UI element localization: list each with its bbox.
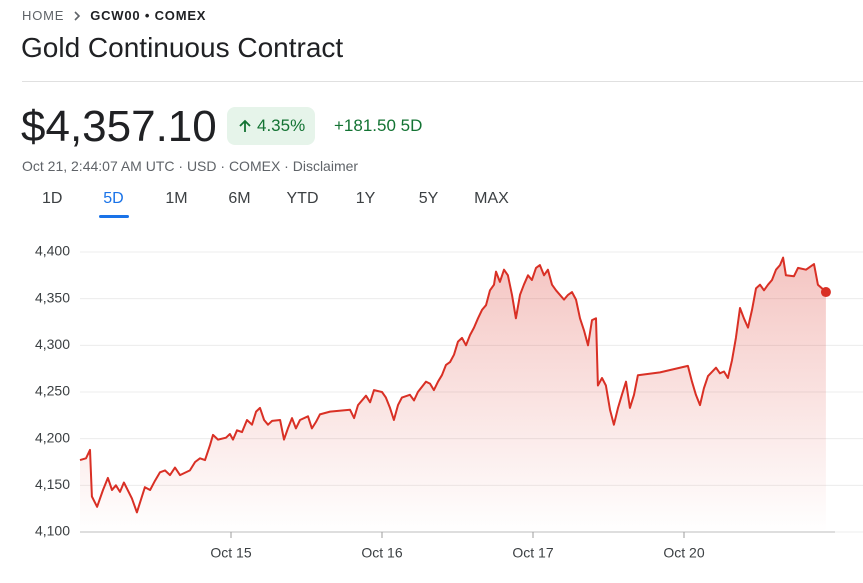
range-tabs: 1D 5D 1M 6M YTD 1Y 5Y MAX: [22, 190, 523, 216]
y-tick-label: 4,100: [35, 523, 70, 539]
y-tick-label: 4,250: [35, 383, 70, 399]
x-tick-label: Oct 20: [663, 545, 704, 561]
range-tab[interactable]: 5D: [82, 190, 145, 216]
change-amount: +181.50 5D: [334, 116, 423, 135]
range-tab[interactable]: 1M: [165, 190, 188, 207]
divider: [22, 81, 863, 82]
quote-meta: Oct 21, 2:44:07 AM UTC · USD · COMEX · D…: [22, 158, 359, 174]
range-tab[interactable]: 1D: [42, 190, 63, 207]
breadcrumb-home[interactable]: HOME: [22, 8, 65, 23]
page-title: Gold Continuous Contract: [21, 32, 344, 63]
price-line: [79, 256, 827, 514]
x-tick-label: Oct 15: [210, 545, 251, 561]
up-arrow-icon: [239, 119, 251, 132]
change-percent: 4.35%: [257, 116, 306, 135]
range-tab[interactable]: 1Y: [355, 190, 376, 207]
y-tick-label: 4,200: [35, 429, 70, 445]
x-tick-label: Oct 17: [512, 545, 553, 561]
last-price-dot: [820, 287, 831, 298]
price-area: [80, 257, 826, 532]
x-tick-label: Oct 16: [361, 545, 402, 561]
y-tick-label: 4,400: [35, 243, 70, 259]
breadcrumb-symbol: GCW00 • COMEX: [90, 8, 207, 23]
price: $4,357.10: [21, 102, 217, 151]
range-tab[interactable]: YTD: [286, 190, 319, 207]
range-tab[interactable]: 6M: [228, 190, 251, 207]
y-tick-label: 4,150: [35, 476, 70, 492]
change-badge: 4.35%: [227, 107, 316, 145]
range-tab[interactable]: MAX: [474, 190, 509, 207]
breadcrumb: HOME GCW00 • COMEX: [22, 8, 206, 23]
y-tick-label: 4,300: [35, 336, 70, 352]
range-tab[interactable]: 5Y: [418, 190, 439, 207]
chevron-icon: [74, 10, 81, 21]
y-tick-label: 4,350: [35, 289, 70, 305]
